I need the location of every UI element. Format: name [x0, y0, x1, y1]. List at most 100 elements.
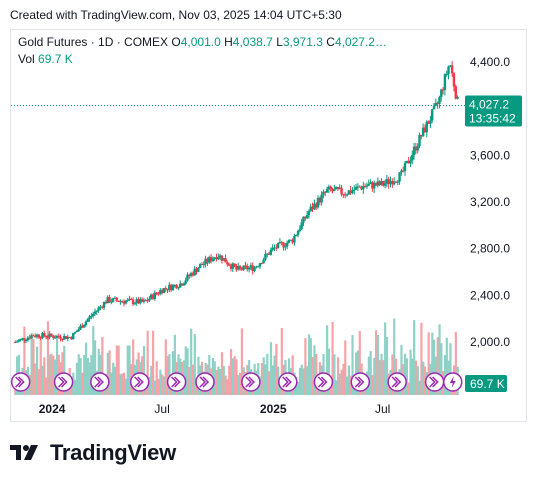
dividend-arrow-icon[interactable] [53, 372, 74, 392]
candle-body [258, 263, 262, 267]
candle-body [454, 86, 457, 99]
volume-bar [422, 361, 425, 395]
candle-body [77, 329, 80, 332]
volume-legend: Vol 69.7 K [18, 52, 73, 66]
candle-body [287, 239, 291, 243]
candle-body [447, 66, 450, 74]
volume-bar [411, 358, 414, 395]
candle-body [198, 264, 202, 269]
candle-body [106, 297, 109, 304]
candle-body [427, 121, 430, 124]
candle-body [365, 185, 369, 187]
volume-bar [351, 335, 354, 395]
candle-body [215, 257, 218, 260]
dividend-arrow-icon[interactable] [90, 372, 110, 392]
candle-body [285, 242, 289, 247]
dividend-arrow-icon[interactable] [350, 372, 371, 392]
dividend-arrow-icon[interactable] [424, 372, 445, 392]
chart-frame[interactable] [10, 29, 527, 422]
dividend-arrow-icon[interactable] [313, 372, 334, 392]
candle-body [343, 194, 347, 196]
candle-body [353, 189, 356, 191]
volume-bar [219, 369, 222, 395]
candle-body [441, 89, 445, 91]
volume-bar [418, 380, 421, 395]
candle-body [411, 155, 414, 161]
dividend-arrow-icon[interactable] [387, 372, 407, 392]
volume-bar [440, 343, 443, 395]
candle-body [164, 288, 167, 290]
volume-tag-value: 69.7 K [470, 377, 505, 391]
x-tick-label: Jul [154, 402, 169, 416]
candle-body [61, 338, 64, 340]
candle-body [110, 301, 113, 303]
candle-body [383, 183, 387, 186]
dividend-arrow-icon[interactable] [166, 372, 187, 392]
volume-tag [465, 375, 507, 392]
candle-body [314, 203, 318, 208]
candle-body [91, 313, 95, 316]
candle-body [186, 274, 189, 281]
candle-body [251, 265, 254, 271]
candle-body [111, 298, 115, 302]
price-tag-value: 4,027.2 [469, 97, 509, 111]
volume-bar [188, 367, 191, 395]
candle-body [425, 121, 428, 133]
dividend-arrow-icon[interactable] [129, 372, 150, 392]
volume-bar [315, 353, 318, 395]
dividend-arrow-icon[interactable] [10, 372, 31, 392]
candle-body [184, 280, 187, 284]
candle-body [128, 298, 131, 300]
candle-body [41, 332, 44, 339]
footer-brand-name: TradingView [50, 440, 176, 465]
candle-body [17, 340, 21, 342]
candle-body [26, 337, 30, 340]
volume-bar [142, 345, 146, 395]
candle-body [389, 180, 392, 185]
lightning-icon[interactable] [442, 372, 463, 392]
candle-body [269, 250, 273, 255]
candle-body [188, 274, 191, 277]
candle-body [385, 179, 389, 184]
volume-bar [335, 380, 338, 395]
volume-bar [273, 355, 276, 395]
candle-body [429, 120, 432, 124]
close-label: C [326, 35, 335, 49]
dividend-arrow-icon[interactable] [278, 372, 298, 392]
volume-bar [35, 346, 39, 395]
candle-body [88, 316, 91, 320]
candle-body [149, 294, 153, 299]
candle-body [371, 182, 374, 189]
volume-bar [83, 355, 86, 395]
price-chart[interactable]: 4,400.0 3,600.0 3,200.0 2,800.0 2,400.0 2,000… [0, 0, 537, 430]
volume-bar [220, 352, 224, 395]
volume-bar [110, 372, 113, 395]
candle-body [139, 299, 142, 304]
volume-bar [431, 332, 434, 395]
candle-body [300, 222, 303, 230]
volume-bar [311, 357, 314, 395]
candle-body [55, 335, 59, 338]
dividend-arrow-icon[interactable] [241, 372, 261, 392]
volume-bar [161, 374, 164, 395]
candle-body [356, 186, 360, 188]
candle-body [382, 181, 385, 186]
candle-body [28, 337, 31, 339]
candle-body [293, 235, 296, 243]
candle-body [358, 186, 361, 188]
ohlc-legend: Gold Futures · 1D · COMEX O4,001.0 H4,03… [18, 35, 387, 49]
x-tick-label: Jul [375, 402, 390, 416]
volume-bar [123, 372, 126, 395]
volume-bar [269, 342, 273, 395]
volume-bar [222, 365, 225, 395]
candle-body [70, 337, 73, 340]
candle-body [380, 181, 383, 186]
dividend-arrow-icon[interactable] [195, 372, 215, 392]
volume-bar [407, 382, 410, 395]
open-value: 4,001.0 [180, 35, 221, 49]
candle-body [322, 191, 325, 195]
candle-body [253, 267, 256, 271]
candle-body [104, 301, 108, 304]
volume-bar [376, 334, 380, 395]
candle-body [206, 258, 209, 263]
